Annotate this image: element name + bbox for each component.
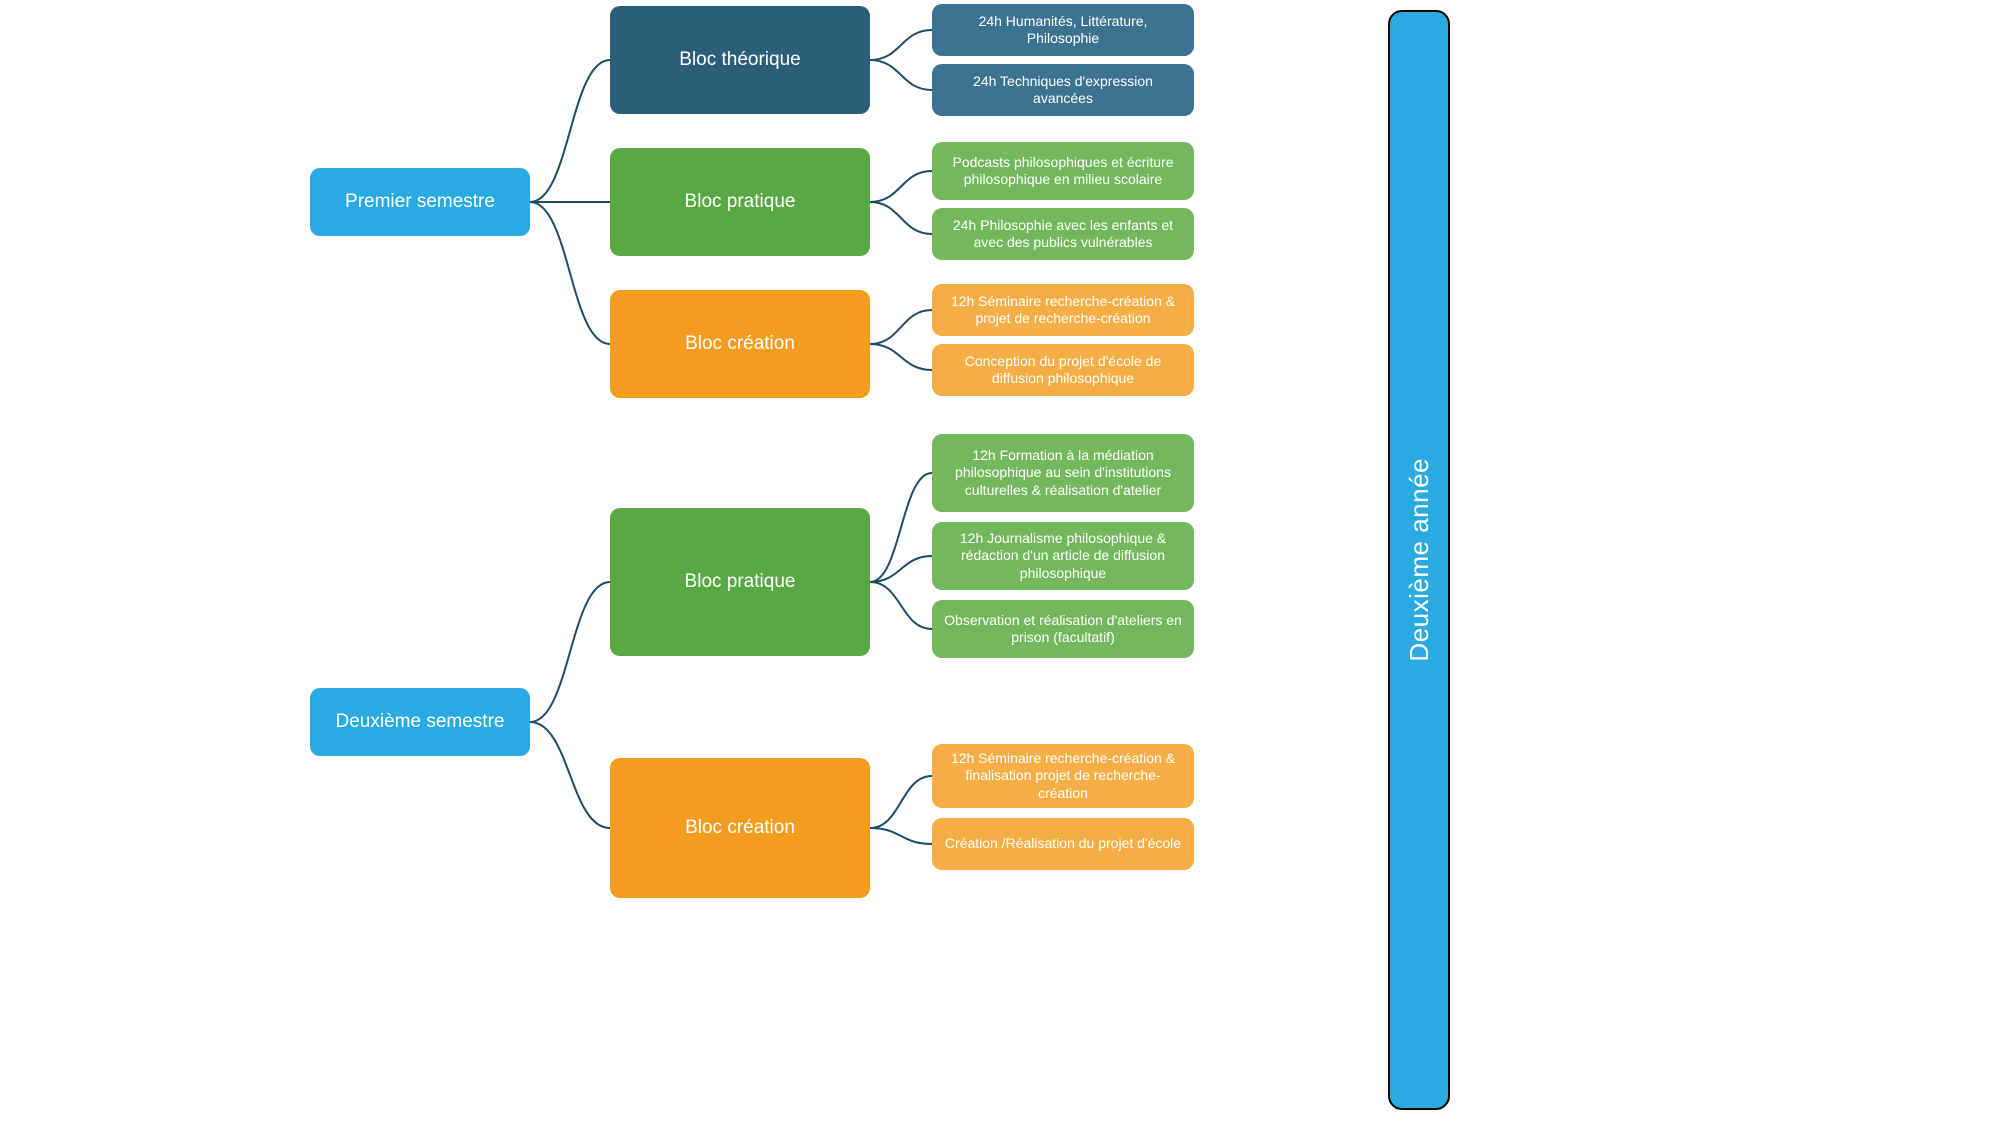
year-sidebar: Deuxième année [1388,10,1450,1110]
node-c6: Conception du projet d'école de diffusio… [932,344,1194,396]
node-c2: 24h Techniques d'expression avancées [932,64,1194,116]
node-c9: Observation et réalisation d'ateliers en… [932,600,1194,658]
node-b5: Bloc création [610,758,870,898]
node-b3: Bloc création [610,290,870,398]
node-c7: 12h Formation à la médiation philosophiq… [932,434,1194,512]
year-sidebar-label: Deuxième année [1404,458,1435,662]
node-c10: 12h Séminaire recherche-création & final… [932,744,1194,808]
node-s2: Deuxième semestre [310,688,530,756]
node-c8: 12h Journalisme philosophique & rédactio… [932,522,1194,590]
node-b1: Bloc théorique [610,6,870,114]
node-b4: Bloc pratique [610,508,870,656]
node-s1: Premier semestre [310,168,530,236]
node-c5: 12h Séminaire recherche-création & proje… [932,284,1194,336]
node-c1: 24h Humanités, Littérature, Philosophie [932,4,1194,56]
curriculum-tree-diagram: Premier semestre Deuxième semestre Bloc th… [0,0,1380,1125]
node-b2: Bloc pratique [610,148,870,256]
node-c4: 24h Philosophie avec les enfants et avec… [932,208,1194,260]
node-c11: Création /Réalisation du projet d'école [932,818,1194,870]
node-c3: Podcasts philosophiques et écriture phil… [932,142,1194,200]
